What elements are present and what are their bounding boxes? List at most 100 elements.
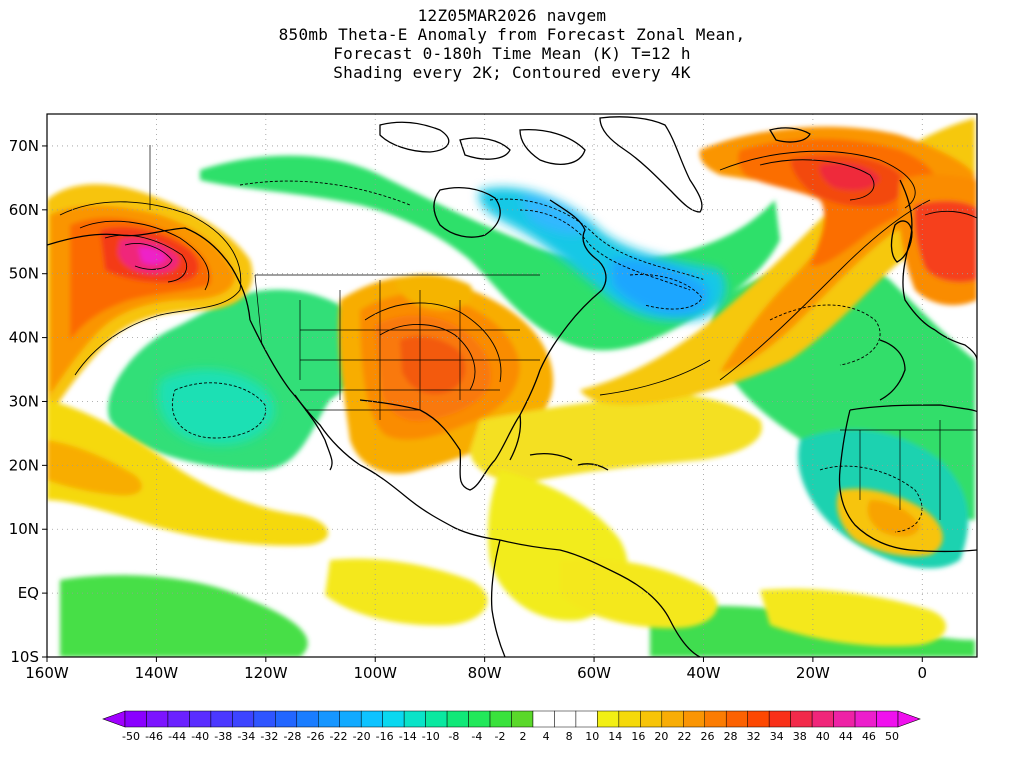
colorbar-swatch [747,710,770,728]
x-tick-label: 20W [796,664,830,682]
x-tick-label: 80W [468,664,502,682]
colorbar-label: -50 [122,730,140,743]
colorbar-label: 10 [585,730,599,743]
colorbar-swatch [339,710,362,728]
y-axis: 10S EQ 10N 20N 30N 40N 50N 60N 70N [9,137,47,666]
y-tick-label: 30N [9,392,39,410]
colorbar: -50 -46 -44 -40 -38 -34 -32 -28 -26 -22 -20 -16 -14-… [102,710,921,743]
colorbar-label: 14 [608,730,622,743]
colorbar-swatch [511,710,534,728]
warm-anomaly-shading [47,118,977,647]
colorbar-swatch [210,710,233,728]
colorbar-swatch [876,710,899,728]
colorbar-swatch [790,710,813,728]
x-tick-label: 0 [918,664,928,682]
colorbar-swatch [618,710,641,728]
colorbar-arrow-left [102,710,126,728]
colorbar-label: -28 [283,730,301,743]
colorbar-label: -20 [353,730,371,743]
x-tick-label: 120W [244,664,288,682]
title-line-3: Forecast 0-180h Time Mean (K) T=12 h [333,44,691,63]
y-tick-label: 10N [9,520,39,538]
colorbar-swatch [360,710,383,728]
colorbar-label: -26 [307,730,325,743]
map-field [47,114,977,657]
colorbar-swatch [489,710,512,728]
colorbar-label: 32 [747,730,761,743]
y-tick-label: EQ [18,584,39,602]
colorbar-swatch [189,710,212,728]
colorbar-label: 46 [862,730,876,743]
title-line-1: 12Z05MAR2026 navgem [417,6,607,25]
y-tick-label: 60N [9,201,39,219]
cold-core-east-pacific [158,369,275,445]
title-line-4: Shading every 2K; Contoured every 4K [333,63,691,82]
colorbar-swatch [232,710,255,728]
colorbar-swatch [532,710,555,728]
x-tick-label: 160W [25,664,69,682]
colorbar-swatch [833,710,856,728]
colorbar-label: 34 [770,730,784,743]
y-tick-label: 40N [9,329,39,347]
colorbar-label: -22 [330,730,348,743]
colorbar-swatch [468,710,491,728]
colorbar-label: 4 [543,730,550,743]
colorbar-swatch [318,710,340,728]
colorbar-label: -8 [448,730,459,743]
colorbar-label: -38 [214,730,232,743]
colorbar-label: 44 [839,730,853,743]
x-tick-label: 60W [577,664,611,682]
colorbar-arrow-right [897,710,921,728]
colorbar-swatch [640,710,663,728]
colorbar-label: -40 [191,730,209,743]
colorbar-swatch [275,710,298,728]
colorbar-swatch [382,710,405,728]
colorbar-label: -4 [471,730,482,743]
colorbar-label: -16 [376,730,394,743]
colorbar-swatch [425,710,448,728]
colorbar-label: 40 [816,730,830,743]
colorbar-label: 20 [654,730,668,743]
colorbar-swatch [554,710,577,728]
x-tick-label: 140W [135,664,179,682]
colorbar-swatch [704,710,727,728]
colorbar-swatch [296,710,319,728]
colorbar-swatch [446,710,469,728]
colorbar-label: 22 [677,730,691,743]
colorbar-label: -14 [399,730,417,743]
y-tick-label: 70N [9,137,39,155]
y-tick-label: 20N [9,456,39,474]
negative-contour-lines [171,180,923,533]
colorbar-swatch [575,710,598,728]
colorbar-swatch [253,710,276,728]
colorbar-label: -2 [494,730,505,743]
x-tick-label: 40W [687,664,721,682]
colorbar-label: 16 [631,730,645,743]
colorbar-label: 2 [520,730,527,743]
colorbar-label: -10 [422,730,440,743]
colorbar-label: -32 [260,730,278,743]
contour-lines [59,150,977,396]
colorbar-label: -34 [237,730,255,743]
colorbar-label: 26 [701,730,715,743]
colorbar-swatch [403,710,426,728]
colorbar-swatch [124,710,147,728]
colorbar-label: 28 [724,730,738,743]
grid-lines [46,114,977,658]
plot-frame [46,113,978,658]
colorbar-swatch [854,710,877,728]
colorbar-label: 38 [793,730,807,743]
colorbar-swatch [146,710,169,728]
y-tick-label: 50N [9,265,39,283]
colorbar-swatch [661,710,684,728]
colorbar-swatch [167,710,190,728]
colorbar-label: -46 [145,730,163,743]
colorbar-label: 50 [885,730,899,743]
colorbar-swatch [683,710,705,728]
colorbar-swatch [597,710,620,728]
coastlines [47,116,977,657]
y-tick-label: 10S [10,648,39,666]
colorbar-label: 8 [566,730,573,743]
colorbar-label: -44 [168,730,186,743]
